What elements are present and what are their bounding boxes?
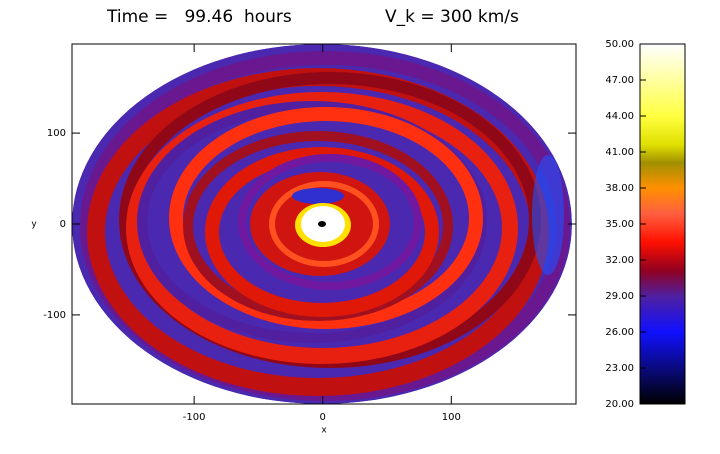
y-tick-label: -100 bbox=[43, 310, 66, 321]
x-tick-label: -100 bbox=[183, 412, 206, 423]
disk-image bbox=[72, 44, 572, 404]
y-axis-label: y bbox=[31, 220, 37, 230]
chart-title: Time = 99.46 hours bbox=[106, 7, 292, 27]
colorbar-tick-label: 35.00 bbox=[605, 219, 634, 230]
colorbar bbox=[639, 43, 686, 405]
colorbar-tick-label: 47.00 bbox=[605, 75, 634, 86]
x-axis-label: x bbox=[321, 426, 327, 436]
colorbar-tick-label: 44.00 bbox=[605, 111, 634, 122]
colorbar-tick-label: 29.00 bbox=[605, 291, 634, 302]
colorbar-tick-label: 32.00 bbox=[605, 255, 634, 266]
colorbar-tick-label: 23.00 bbox=[605, 363, 634, 374]
y-tick-label: 100 bbox=[47, 128, 66, 139]
x-tick-label: 0 bbox=[320, 412, 326, 423]
colorbar-tick-label: 50.00 bbox=[605, 39, 634, 50]
colorbar-tick-label: 20.00 bbox=[605, 399, 634, 410]
y-tick-label: 0 bbox=[60, 219, 66, 230]
colorbar-tick-label: 38.00 bbox=[605, 183, 634, 194]
x-tick-label: 100 bbox=[442, 412, 461, 423]
colorbar-tick-label: 26.00 bbox=[605, 327, 634, 338]
colorbar-tick-label: 41.00 bbox=[605, 147, 634, 158]
chart-subtitle: V_k = 300 km/s bbox=[385, 7, 519, 27]
